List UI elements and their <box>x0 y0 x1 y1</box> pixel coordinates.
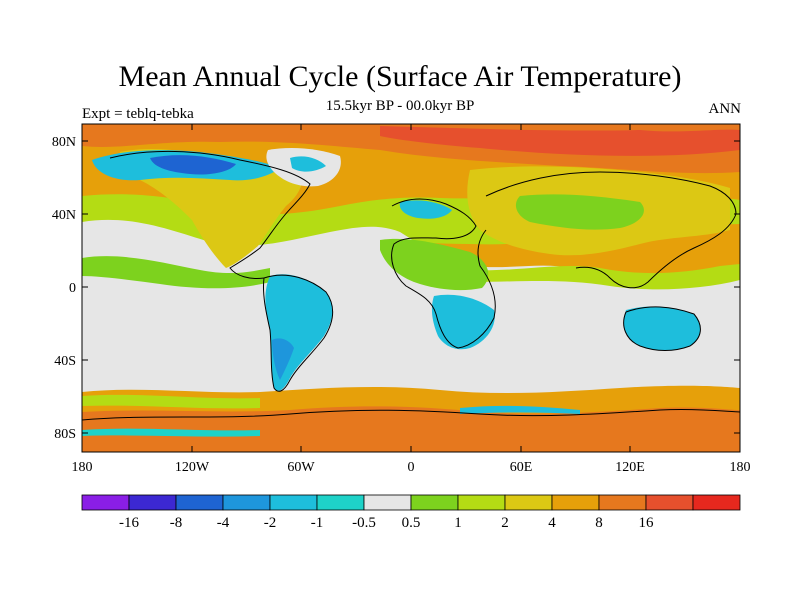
colorbar-swatch <box>316 494 365 511</box>
coastlines <box>82 150 740 421</box>
colorbar-label: 0.5 <box>402 515 421 531</box>
colorbar-swatch <box>363 494 412 511</box>
colorbar-swatch <box>81 494 130 511</box>
lon-label-180e: 180 <box>730 460 751 475</box>
anomaly-field <box>82 124 740 452</box>
lon-label-60w: 60W <box>287 460 315 475</box>
lat-label-80s: 80S <box>54 427 76 442</box>
colorbar-label: 8 <box>595 515 603 531</box>
colorbar-swatch <box>598 494 647 511</box>
map-title: Mean Annual Cycle (Surface Air Temperatu… <box>118 60 682 93</box>
lon-label-120w: 120W <box>175 460 210 475</box>
colorbar-swatch <box>457 494 506 511</box>
colorbar-swatch <box>551 494 600 511</box>
colorbar: -16 -8 -4 -2 -1 -0.5 0.5 1 2 4 8 16 <box>81 494 741 531</box>
lon-label-60e: 60E <box>510 460 533 475</box>
colorbar-swatch <box>410 494 459 511</box>
colorbar-label: 4 <box>548 515 556 531</box>
colorbar-label: -16 <box>119 515 139 531</box>
colorbar-swatch <box>504 494 553 511</box>
lat-label-80n: 80N <box>52 135 76 150</box>
colorbar-swatch <box>128 494 177 511</box>
tick-marks <box>81 124 741 452</box>
lat-label-40n: 40N <box>52 208 76 223</box>
lon-label-180w: 180 <box>72 460 93 475</box>
lon-label-120e: 120E <box>615 460 645 475</box>
season-label: ANN <box>708 101 742 117</box>
colorbar-label: -8 <box>170 515 183 531</box>
lon-label-0: 0 <box>408 460 415 475</box>
lat-label-40s: 40S <box>54 354 76 369</box>
colorbar-swatch <box>692 494 741 511</box>
colorbar-swatch <box>222 494 271 511</box>
map-subtitle: 15.5kyr BP - 00.0kyr BP <box>325 98 475 114</box>
colorbar-label: -2 <box>264 515 277 531</box>
colorbar-label: -1 <box>311 515 324 531</box>
colorbar-swatch <box>645 494 694 511</box>
lat-label-0: 0 <box>69 281 76 296</box>
experiment-label: Expt = teblq-tebka <box>82 106 194 122</box>
colorbar-swatch <box>269 494 318 511</box>
colorbar-label: 2 <box>501 515 509 531</box>
colorbar-label: 16 <box>639 515 655 531</box>
colorbar-label: 1 <box>454 515 462 531</box>
colorbar-label: -4 <box>217 515 230 531</box>
colorbar-swatch <box>175 494 224 511</box>
colorbar-label: -0.5 <box>352 515 376 531</box>
